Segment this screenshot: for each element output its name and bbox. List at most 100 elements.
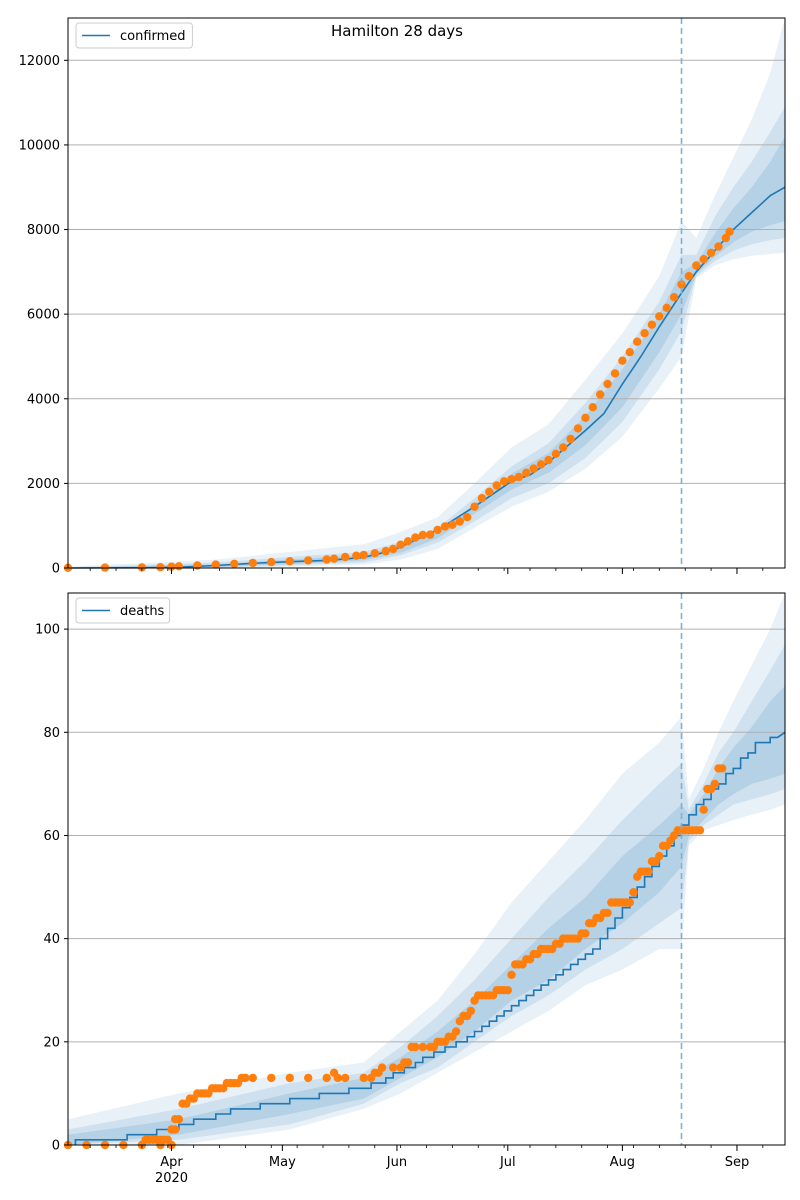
observed-point xyxy=(451,1027,461,1036)
observed-point xyxy=(655,851,664,861)
confirmed-y-axis: 0 2000 4000 6000 8000 10000 12000 xyxy=(19,54,68,577)
observed-point xyxy=(163,1135,172,1145)
observed-point xyxy=(174,1115,184,1124)
x-tick-label-jul: Jul xyxy=(499,1155,516,1170)
observed-point xyxy=(499,477,509,486)
observed-point xyxy=(389,1063,398,1072)
band-inner xyxy=(68,685,785,1145)
y-tick-label: 8000 xyxy=(27,223,60,238)
observed-point xyxy=(699,805,708,814)
x-tick-label-may: May xyxy=(269,1155,296,1170)
observed-point xyxy=(304,556,313,565)
observed-point xyxy=(618,356,627,365)
observed-point xyxy=(714,242,723,251)
observed-point xyxy=(721,233,731,243)
observed-point xyxy=(470,502,479,511)
observed-point xyxy=(433,525,442,535)
deaths-uncertainty-bands xyxy=(68,593,785,1145)
observed-point xyxy=(669,293,679,302)
confirmed-gridlines xyxy=(68,59,785,484)
observed-point xyxy=(466,1006,476,1016)
observed-point xyxy=(551,449,561,458)
legend-label-confirmed: confirmed xyxy=(120,29,186,44)
deaths-x-axis: Apr May Jun Jul Aug Sep xyxy=(89,1145,764,1170)
observed-point xyxy=(230,559,239,568)
band-middle xyxy=(68,644,785,1145)
observed-point xyxy=(603,379,612,389)
y-tick-label: 12000 xyxy=(19,54,60,69)
observed-point xyxy=(463,513,472,522)
deaths-panel: 0 20 40 60 80 100 Apr May Jun Jul Aug Sep deaths xyxy=(35,592,786,1170)
x-tick-label-apr: Apr xyxy=(160,1155,183,1170)
observed-point xyxy=(629,888,638,897)
legend-label-deaths: deaths xyxy=(120,604,165,619)
observed-point xyxy=(706,248,716,257)
observed-point xyxy=(174,562,184,571)
observed-point xyxy=(610,369,620,378)
observed-point xyxy=(633,337,642,346)
observed-point xyxy=(662,303,671,312)
band-inner xyxy=(68,136,785,568)
confirmed-uncertainty-bands xyxy=(68,18,785,569)
observed-point xyxy=(507,475,516,484)
observed-point xyxy=(403,1058,413,1067)
observed-point xyxy=(341,552,350,562)
observed-point xyxy=(285,1073,294,1083)
observed-point xyxy=(581,413,590,422)
observed-point xyxy=(389,544,398,554)
observed-point xyxy=(377,1063,387,1072)
confirmed-panel: 0 2000 4000 6000 8000 10000 12000 confirmed Ha… xyxy=(19,17,786,577)
observed-point xyxy=(248,558,257,568)
observed-point xyxy=(492,481,501,490)
deaths-y-axis: 0 20 40 60 80 100 xyxy=(35,623,68,1154)
observed-point xyxy=(322,1073,331,1083)
observed-point xyxy=(544,455,553,465)
y-tick-label: 100 xyxy=(35,623,60,638)
observed-point xyxy=(322,555,331,564)
observed-point xyxy=(241,1073,250,1083)
model-line xyxy=(74,731,786,1145)
observed-point xyxy=(285,557,294,566)
observed-point xyxy=(699,255,708,264)
deaths-legend: deaths xyxy=(75,597,171,624)
observed-point xyxy=(644,867,653,876)
observed-point xyxy=(411,533,420,542)
observed-point xyxy=(359,550,368,560)
band-outer xyxy=(68,18,785,568)
observed-point xyxy=(304,1073,313,1083)
observed-point xyxy=(352,551,361,560)
model-line xyxy=(67,186,786,569)
y-tick-label: 4000 xyxy=(27,392,60,407)
observed-point xyxy=(625,348,634,357)
observed-point xyxy=(156,563,165,572)
observed-point xyxy=(581,929,590,938)
observed-point xyxy=(596,390,605,399)
y-tick-label: 0 xyxy=(52,1139,60,1154)
x-year-label: 2020 xyxy=(155,1171,188,1186)
observed-point xyxy=(455,517,464,526)
legend-box xyxy=(75,22,193,49)
observed-point xyxy=(514,472,524,482)
confirmed-legend: confirmed xyxy=(75,22,193,49)
observed-point xyxy=(529,464,538,473)
deaths-gridlines xyxy=(68,628,785,1043)
y-tick-label: 80 xyxy=(43,726,60,741)
observed-point xyxy=(137,563,147,572)
observed-point xyxy=(677,280,686,289)
observed-point xyxy=(684,271,694,281)
observed-point xyxy=(573,424,583,433)
observed-point xyxy=(692,261,701,270)
observed-point xyxy=(655,312,664,321)
observed-point xyxy=(507,970,516,979)
observed-point xyxy=(267,557,276,567)
observed-point xyxy=(647,320,657,329)
observed-point xyxy=(370,549,379,558)
y-tick-label: 20 xyxy=(43,1035,60,1050)
legend-box xyxy=(75,597,171,624)
observed-point xyxy=(695,826,705,835)
chart-title: Hamilton 28 days xyxy=(331,22,463,40)
y-tick-label: 40 xyxy=(43,932,60,947)
observed-point xyxy=(640,329,649,338)
observed-point xyxy=(566,434,575,444)
observed-point xyxy=(403,537,413,546)
